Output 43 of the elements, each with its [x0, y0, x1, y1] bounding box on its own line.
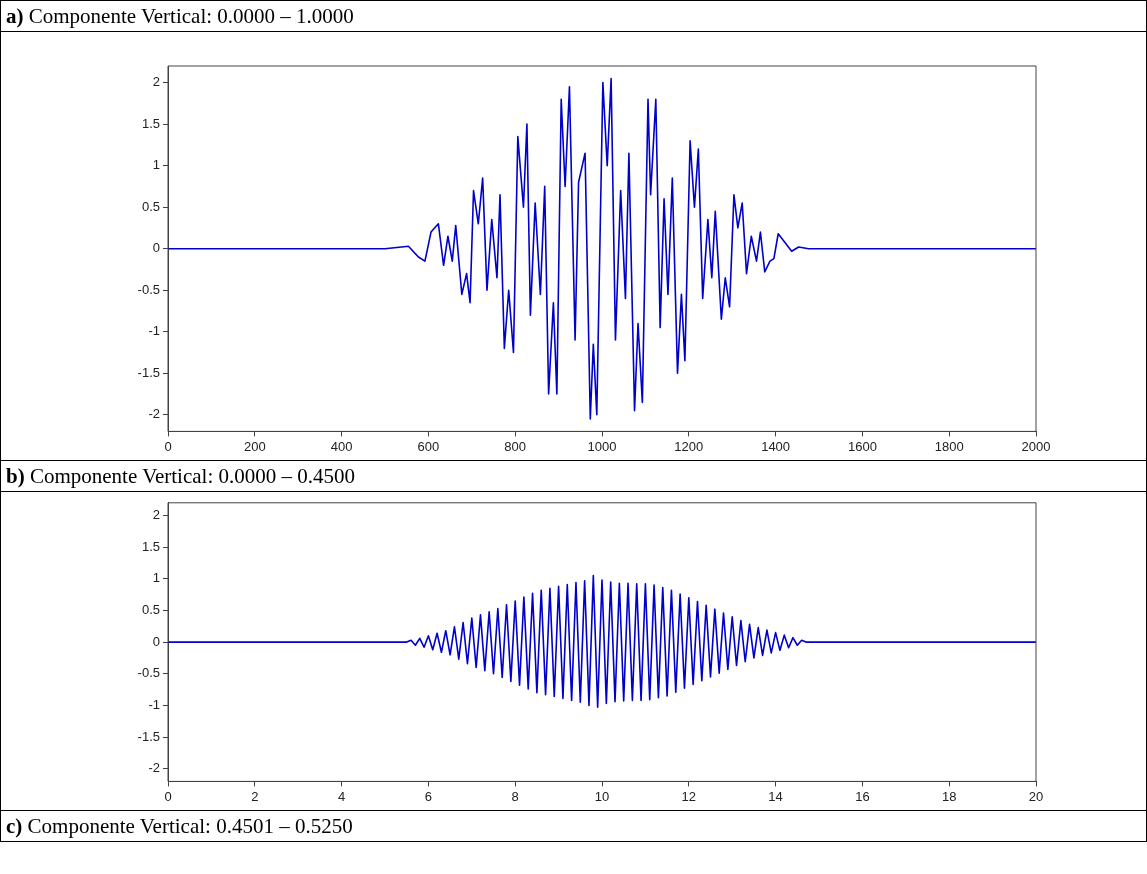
y-tick-label: 1.5 [141, 115, 160, 131]
chart-title: b) Componente Vertical: 0.0000 – 0.4500 [1, 461, 1146, 492]
x-tick-label: 600 [417, 438, 440, 454]
y-tick-label: 0.5 [141, 602, 160, 618]
x-tick-label: 0 [164, 788, 172, 804]
y-tick-label: -2 [148, 760, 160, 776]
y-tick-label: 1 [152, 570, 160, 586]
y-tick-label: 0.5 [141, 198, 160, 214]
y-tick-label: 0 [152, 240, 160, 256]
x-tick-label: 16 [855, 788, 870, 804]
x-tick-label: 1000 [587, 438, 617, 454]
x-tick-label: 4 [337, 788, 346, 804]
x-tick-label: 12 [681, 788, 697, 804]
y-tick-label: 2 [152, 507, 160, 523]
y-tick-label: 1.5 [141, 538, 160, 554]
y-tick-label: -2 [148, 406, 160, 422]
x-tick-label: 1600 [847, 438, 877, 454]
x-tick-label: 200 [243, 438, 266, 454]
y-tick-label: -1 [148, 697, 160, 712]
x-tick-label: 2000 [1021, 438, 1051, 454]
y-tick-label: -1 [148, 323, 160, 339]
y-tick-label: -0.5 [137, 665, 160, 681]
y-tick-label: 1 [152, 157, 160, 173]
y-tick-label: 2 [152, 74, 160, 90]
x-tick-label: 6 [424, 788, 433, 804]
x-tick-label: 14 [768, 788, 783, 804]
text: c) Componente Vertical: 0.4501 – 0.5250 [1, 811, 1146, 842]
y-tick-label: -1.5 [137, 364, 160, 380]
x-tick-label: 10 [594, 788, 610, 804]
x-tick-label: 400 [330, 438, 353, 454]
y-tick-label: -0.5 [137, 281, 160, 297]
x-tick-label: 20 [1028, 788, 1044, 804]
y-tick-label: 0 [152, 633, 160, 649]
x-tick-label: 2 [251, 788, 259, 804]
x-tick-label: 1200 [674, 438, 704, 454]
x-tick-label: 0 [164, 438, 172, 454]
x-tick-label: 800 [504, 438, 527, 454]
chart-title: a) Componente Vertical: 0.0000 – 1.0000 [1, 1, 1146, 32]
x-tick-label: 1400 [761, 438, 791, 454]
x-tick-label: 18 [941, 788, 957, 804]
x-tick-label: 1800 [934, 438, 964, 454]
y-tick-label: -1.5 [137, 728, 160, 744]
x-tick-label: 8 [511, 788, 519, 804]
